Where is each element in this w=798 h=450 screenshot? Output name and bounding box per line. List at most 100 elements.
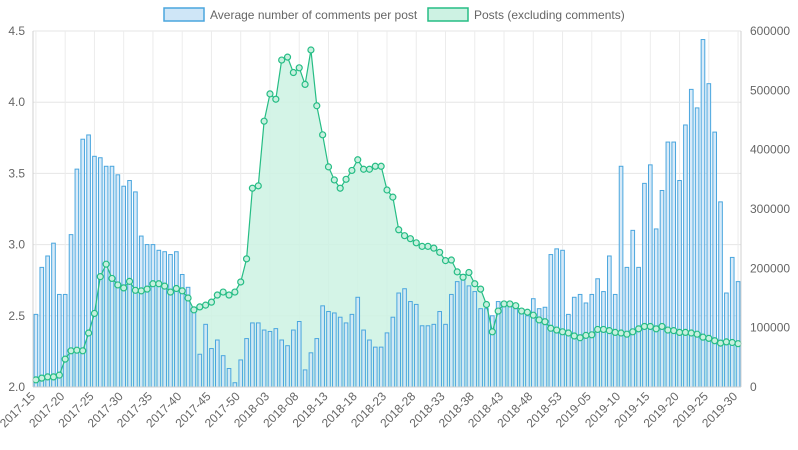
posts-point <box>61 355 69 363</box>
y-left-tick-label: 4.0 <box>8 95 25 109</box>
comments-bar <box>296 321 302 388</box>
posts-point <box>143 285 151 293</box>
comments-bar <box>671 141 677 388</box>
y-left-tick-label: 3.5 <box>8 166 25 180</box>
posts-point <box>79 347 87 355</box>
comments-bar <box>718 201 723 388</box>
posts-point <box>670 327 678 335</box>
posts-point <box>184 294 192 302</box>
comments-bar <box>320 305 325 388</box>
comments-bar <box>449 293 454 388</box>
posts-point <box>658 322 666 331</box>
posts-point <box>588 331 596 339</box>
comments-bar <box>33 313 39 388</box>
posts-point <box>664 326 672 334</box>
comments-bar <box>554 248 559 388</box>
comments-bar <box>571 296 577 388</box>
comments-bar <box>560 249 565 388</box>
comments-bar <box>302 369 308 388</box>
posts-point <box>430 244 438 252</box>
posts-point <box>219 288 227 296</box>
comments-bar <box>384 332 390 388</box>
comments-bar <box>653 228 659 388</box>
posts-point <box>716 339 725 347</box>
comments-bar <box>191 306 197 388</box>
posts-point <box>49 373 58 381</box>
comments-bar <box>390 316 396 388</box>
comments-bar <box>618 165 624 388</box>
comments-bar <box>694 107 700 388</box>
comments-bar <box>688 88 694 388</box>
posts-point <box>161 282 169 290</box>
posts-point <box>260 117 268 125</box>
comments-bar <box>735 281 741 388</box>
posts-point <box>617 329 625 337</box>
comments-bar <box>174 251 179 388</box>
comments-bar <box>413 303 419 388</box>
posts-point <box>278 56 286 64</box>
posts-point <box>67 347 75 355</box>
comments-bar <box>361 329 366 388</box>
comments-bar <box>355 296 361 388</box>
posts-point <box>301 80 309 89</box>
posts-point <box>728 338 736 347</box>
comments-bar <box>156 249 162 388</box>
posts-point <box>488 328 496 336</box>
comments-bar <box>402 288 407 388</box>
y-right-tick-label: 0 <box>750 380 757 394</box>
y-axis-right-ticks: 0 100000 200000 300000 400000 500000 600000 <box>750 24 790 394</box>
posts-point <box>436 248 444 256</box>
comments-bar <box>729 256 735 388</box>
posts-point <box>506 300 514 308</box>
comments-bar <box>215 339 220 388</box>
posts-point <box>541 318 549 326</box>
comments-bar <box>408 301 413 388</box>
legend-label: Posts (excluding comments) <box>474 8 625 22</box>
posts-point <box>102 260 110 268</box>
posts-point <box>424 242 432 250</box>
posts-point <box>166 288 175 296</box>
posts-point <box>178 287 186 295</box>
x-axis-ticks: 2017-152017-202017-252017-302017-352017-… <box>0 389 740 430</box>
comments-bar <box>501 302 507 388</box>
comments-bar <box>460 274 466 388</box>
comments-bar <box>332 312 337 388</box>
y-right-tick-label: 300000 <box>750 202 790 216</box>
posts-point <box>196 303 204 311</box>
legend-item-comments: Average number of comments per post <box>163 7 418 22</box>
posts-point <box>629 328 637 336</box>
comments-bar <box>238 359 244 388</box>
posts-point <box>687 329 695 337</box>
posts-line-group <box>32 46 742 384</box>
comments-bar <box>425 325 431 388</box>
posts-point <box>611 328 619 337</box>
comments-bar <box>343 322 349 388</box>
comments-bar <box>419 325 425 388</box>
posts-point <box>494 307 502 315</box>
posts-point <box>523 308 532 316</box>
posts-point <box>55 371 63 379</box>
posts-point <box>172 284 180 293</box>
posts-point <box>558 328 567 336</box>
comments-bar <box>601 291 606 388</box>
posts-point <box>84 329 93 337</box>
posts-point <box>289 68 297 77</box>
comments-bar <box>285 345 290 388</box>
posts-point <box>418 242 426 250</box>
posts-point <box>295 64 303 72</box>
comments-bar <box>372 346 378 388</box>
legend-label: Average number of comments per post <box>210 8 418 22</box>
posts-point <box>207 298 216 306</box>
posts-point <box>307 46 315 54</box>
posts-point <box>360 165 368 173</box>
posts-point <box>395 226 403 234</box>
posts-point <box>354 156 362 164</box>
posts-point <box>441 257 450 265</box>
comments-bar <box>103 165 109 388</box>
posts-point <box>108 274 116 283</box>
posts-point <box>681 328 690 337</box>
comments-bar <box>185 286 191 388</box>
posts-point <box>734 340 742 348</box>
comments-bar <box>507 305 513 388</box>
posts-point <box>213 291 221 299</box>
